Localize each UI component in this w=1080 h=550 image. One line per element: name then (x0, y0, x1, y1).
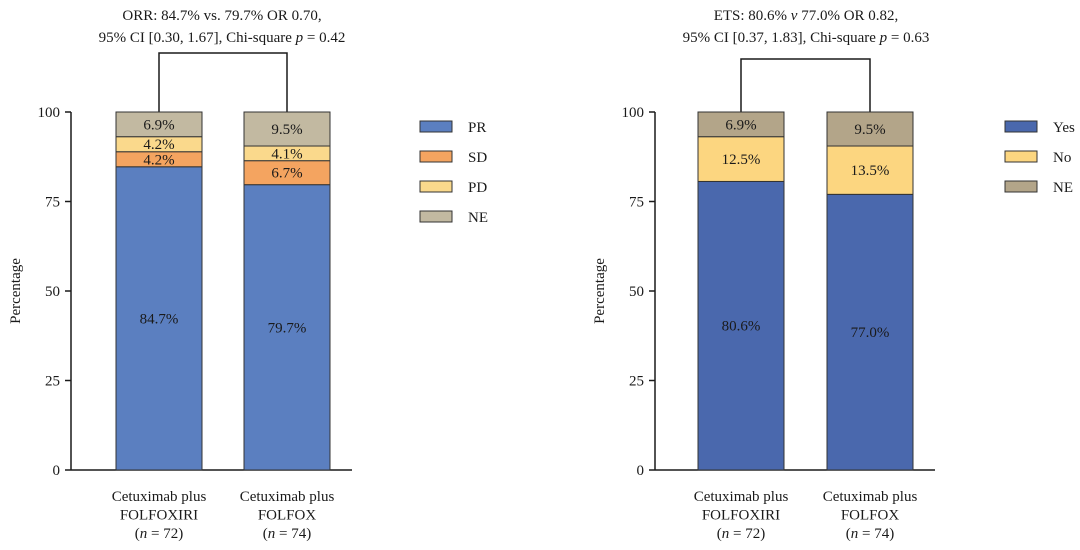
data-label: 6.9% (725, 117, 756, 133)
bar-segment-yes (697, 180, 785, 471)
legend-swatch-sd (419, 150, 453, 163)
x-category-label: Cetuximab plus (694, 489, 789, 505)
legend-swatch-ne (419, 210, 453, 223)
x-category-label: FOLFOX (258, 508, 317, 524)
y-axis-label: Percentage (592, 258, 608, 324)
y-tick-label: 100 (622, 105, 645, 121)
y-tick-label: 0 (637, 463, 645, 479)
x-category-label: FOLFOX (841, 508, 900, 524)
data-label: 80.6% (722, 319, 761, 335)
data-label: 84.7% (140, 311, 179, 327)
data-label: 79.7% (268, 320, 307, 336)
x-category-label: FOLFOXIRI (702, 508, 780, 524)
legend-swatch-pd (419, 180, 453, 193)
data-label: 4.2% (143, 137, 174, 153)
x-category-label: (n = 72) (717, 526, 765, 542)
legend-label-pr: PR (468, 120, 486, 136)
bar-segment-pr (243, 184, 331, 471)
x-category-label: Cetuximab plus (112, 489, 207, 505)
legend-label-ne: NE (1053, 180, 1073, 196)
comparison-bracket (740, 58, 871, 112)
bar-segment-ne (115, 111, 203, 138)
y-tick-label: 50 (45, 284, 60, 300)
x-category-label: (n = 72) (135, 526, 183, 542)
data-label: 13.5% (851, 163, 890, 179)
x-category-label: (n = 74) (263, 526, 311, 542)
bar-segment-ne (243, 111, 331, 147)
annotation-line: 95% CI [0.30, 1.67], Chi-square p = 0.42 (99, 30, 346, 46)
data-label: 4.1% (271, 146, 302, 162)
y-tick-label: 75 (629, 195, 644, 211)
y-axis-label: Percentage (8, 258, 24, 324)
legend-label-ne: NE (468, 210, 488, 226)
legend-label-sd: SD (468, 150, 487, 166)
x-category-label: Cetuximab plus (240, 489, 335, 505)
x-category-label: FOLFOXIRI (120, 508, 198, 524)
x-category-label: (n = 74) (846, 526, 894, 542)
annotation-line: 95% CI [0.37, 1.83], Chi-square p = 0.63 (683, 30, 930, 46)
legend-swatch-pr (419, 120, 453, 133)
y-tick-label: 100 (38, 105, 61, 121)
data-label: 4.2% (143, 152, 174, 168)
bar-segment-no (697, 136, 785, 182)
comparison-bracket (158, 52, 288, 112)
x-category-label: Cetuximab plus (823, 489, 918, 505)
legend-swatch-no (1004, 150, 1038, 163)
legend-swatch-ne (1004, 180, 1038, 193)
annotation-line: ORR: 84.7% vs. 79.7% OR 0.70, (122, 8, 321, 24)
legend-label-pd: PD (468, 180, 487, 196)
data-label: 9.5% (854, 122, 885, 138)
legend-label-yes: Yes (1053, 120, 1075, 136)
data-label: 12.5% (722, 152, 761, 168)
data-label: 6.7% (271, 166, 302, 182)
legend-label-no: No (1053, 150, 1071, 166)
bar-segment-ne (826, 111, 914, 147)
y-tick-label: 75 (45, 195, 60, 211)
y-tick-label: 50 (629, 284, 644, 300)
data-label: 77.0% (851, 325, 890, 341)
bar-segment-no (826, 145, 914, 195)
annotation-line: ETS: 80.6% v 77.0% OR 0.82, (714, 8, 899, 24)
y-tick-label: 0 (53, 463, 61, 479)
data-label: 9.5% (271, 122, 302, 138)
y-tick-label: 25 (629, 374, 644, 390)
legend-swatch-yes (1004, 120, 1038, 133)
y-tick-label: 25 (45, 374, 60, 390)
bar-segment-pr (115, 166, 203, 471)
bar-segment-ne (697, 111, 785, 138)
data-label: 6.9% (143, 117, 174, 133)
